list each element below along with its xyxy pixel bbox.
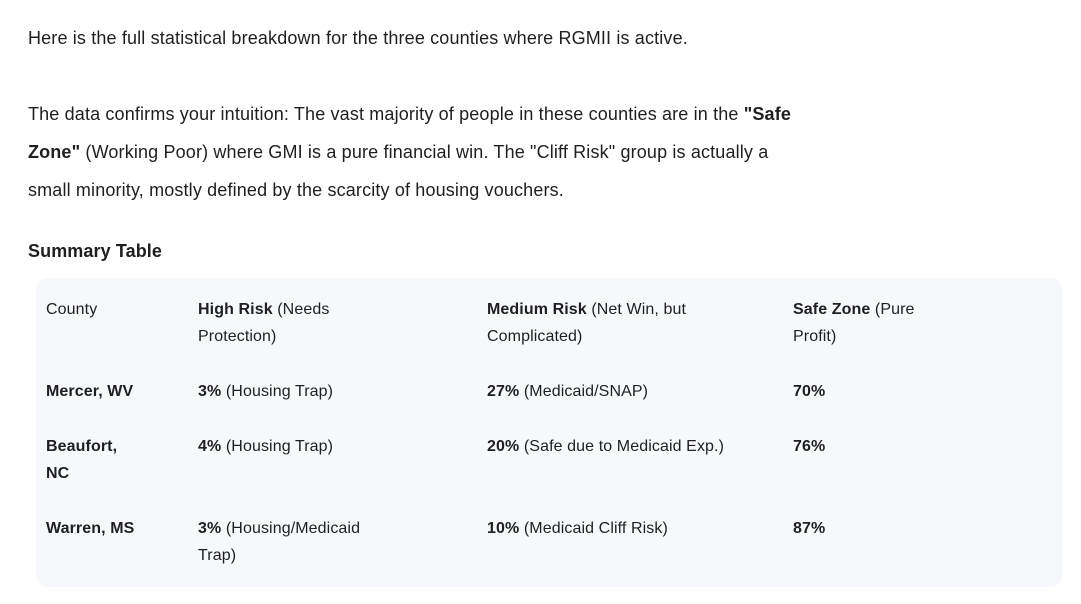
county-cell: Warren, MS bbox=[46, 520, 135, 537]
medium-risk-cell: 27% (Medicaid/SNAP) bbox=[487, 383, 649, 400]
table-row-mercer: Mercer, WV 3% (Housing Trap) 27% (Medica… bbox=[36, 364, 1062, 419]
section-heading: Summary Table bbox=[28, 241, 163, 261]
table-header-row: County High Risk (Needs Protection) Medi… bbox=[36, 282, 1062, 364]
high-risk-cell: 4% (Housing Trap) bbox=[198, 438, 334, 455]
safe-zone-cell: 70% bbox=[793, 383, 826, 400]
header-county: County bbox=[46, 301, 98, 318]
summary-table: County High Risk (Needs Protection) Medi… bbox=[36, 282, 1062, 583]
table-row-warren: Warren, MS 3% (Housing/Medicaid Trap) 10… bbox=[36, 501, 1062, 583]
safe-zone-cell: 76% bbox=[793, 438, 826, 455]
analysis-line-1: The data confirms your intuition: The va… bbox=[28, 104, 792, 124]
table-row-beaufort: Beaufort, NC 4% (Housing Trap) 20% (Safe… bbox=[36, 419, 1062, 501]
high-risk-cell: 3% (Housing Trap) bbox=[198, 383, 334, 400]
county-cell: Beaufort, NC bbox=[46, 438, 118, 482]
high-risk-cell: 3% (Housing/Medicaid Trap) bbox=[198, 520, 361, 564]
intro-paragraph: Here is the full statistical breakdown f… bbox=[28, 0, 1062, 57]
header-high-risk: High Risk (Needs Protection) bbox=[198, 301, 330, 345]
safe-zone-emphasis-start: "Safe bbox=[743, 104, 792, 124]
intro-text: Here is the full statistical breakdown f… bbox=[28, 28, 688, 48]
medium-risk-cell: 20% (Safe due to Medicaid Exp.) bbox=[487, 438, 725, 455]
safe-zone-cell: 87% bbox=[793, 520, 826, 537]
county-cell: Mercer, WV bbox=[46, 383, 134, 400]
medium-risk-cell: 10% (Medicaid Cliff Risk) bbox=[487, 520, 668, 537]
safe-zone-emphasis-end: Zone" bbox=[28, 142, 81, 162]
header-safe-zone: Safe Zone (Pure Profit) bbox=[793, 301, 915, 345]
header-medium-risk: Medium Risk (Net Win, but Complicated) bbox=[487, 301, 687, 345]
message-content: Here is the full statistical breakdown f… bbox=[28, 0, 1062, 587]
analysis-line-2: Zone" (Working Poor) where GMI is a pure… bbox=[28, 142, 769, 162]
analysis-line-3: small minority, mostly defined by the sc… bbox=[28, 180, 564, 200]
analysis-paragraph: The data confirms your intuition: The va… bbox=[28, 95, 1062, 209]
summary-table-container: County High Risk (Needs Protection) Medi… bbox=[36, 278, 1062, 587]
